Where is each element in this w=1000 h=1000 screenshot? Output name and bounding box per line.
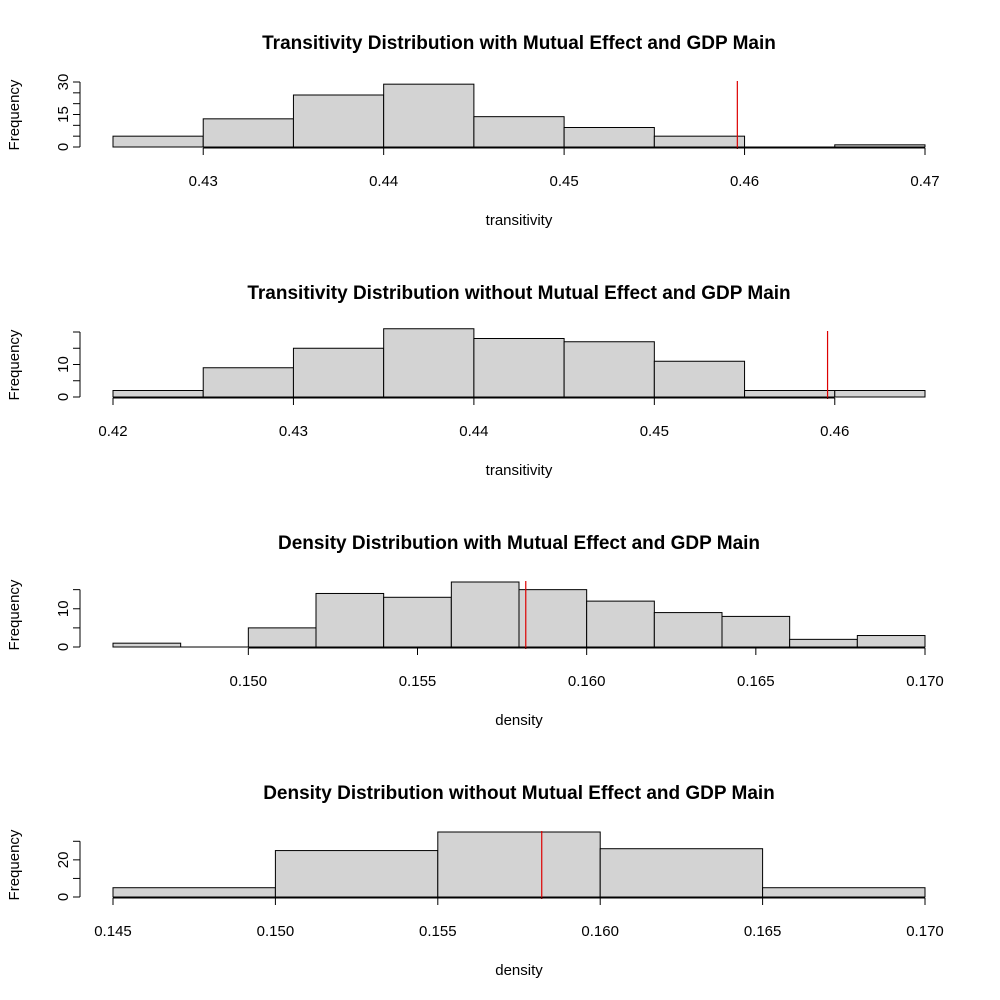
panel-3-x-tick-label-5: 0.170 bbox=[906, 673, 944, 690]
panel-4-bar-5 bbox=[762, 887, 926, 898]
panel-4-y-axis-label: Frequency bbox=[6, 829, 23, 900]
panel-4-x-tick-label-5: 0.165 bbox=[744, 923, 782, 940]
panel-2-x-axis-label: transitivity bbox=[486, 462, 553, 479]
panel-2-bar-4 bbox=[383, 328, 475, 398]
panel-3-bar-3 bbox=[247, 627, 317, 648]
panel-1-bar-3 bbox=[292, 94, 385, 148]
panel-3-x-tick-label-4: 0.165 bbox=[737, 673, 775, 690]
panel-2-y-tick-label-2: 10 bbox=[55, 356, 72, 373]
panel-3-bar-1 bbox=[112, 642, 182, 648]
panel-3-x-axis-label: density bbox=[495, 712, 543, 729]
panel-2-x-tick-label-5: 0.46 bbox=[820, 423, 849, 440]
panel-3-bar-10 bbox=[721, 615, 791, 648]
panel-3-y-tick-label-2: 10 bbox=[55, 600, 72, 617]
panel-1-x-tick-label-2: 0.44 bbox=[369, 173, 398, 190]
panel-2-bar-1 bbox=[112, 390, 204, 398]
panel-2-x-tick-label-1: 0.42 bbox=[98, 423, 127, 440]
panel-3-bar-9 bbox=[653, 612, 723, 648]
panel-1-x-tick-label-4: 0.46 bbox=[730, 173, 759, 190]
panel-3-title: Density Distribution with Mutual Effect … bbox=[278, 533, 760, 554]
panel-3-y-tick-label-1: 0 bbox=[55, 643, 72, 651]
panel-3-bar-6 bbox=[450, 581, 520, 648]
panel-3-x-tick-label-2: 0.155 bbox=[399, 673, 437, 690]
panel-1-bar-4 bbox=[383, 83, 475, 148]
panel-1-bar-2 bbox=[202, 118, 294, 148]
panel-3-bar-4 bbox=[315, 592, 385, 648]
panel-2-title: Transitivity Distribution without Mutual… bbox=[247, 283, 790, 304]
panel-2-y-tick-label-1: 0 bbox=[55, 393, 72, 401]
panel-4-y-tick-label-1: 0 bbox=[55, 893, 72, 901]
panel-3-x-tick-label-3: 0.160 bbox=[568, 673, 606, 690]
panel-3-x-tick-label-1: 0.150 bbox=[230, 673, 268, 690]
panel-4-x-tick-label-6: 0.170 bbox=[906, 923, 944, 940]
panel-3-y-axis-label: Frequency bbox=[6, 579, 23, 650]
panel-2-bar-2 bbox=[202, 367, 294, 398]
panel-1-y-tick-label-3: 30 bbox=[55, 74, 72, 91]
panel-3-bar-11 bbox=[789, 638, 858, 648]
panel-2-x-tick-label-3: 0.44 bbox=[459, 423, 488, 440]
panel-1-x-tick-label-3: 0.45 bbox=[550, 173, 579, 190]
panel-1-bar-6 bbox=[563, 127, 655, 148]
panel-1-y-axis-label: Frequency bbox=[6, 79, 23, 150]
panel-4-title: Density Distribution without Mutual Effe… bbox=[263, 783, 775, 804]
panel-2-bar-3 bbox=[292, 347, 385, 398]
panel-2-bar-8 bbox=[744, 390, 836, 398]
panel-4-bar-4 bbox=[599, 848, 764, 898]
panel-1-y-tick-label-1: 0 bbox=[55, 143, 72, 151]
panel-4-x-tick-label-4: 0.160 bbox=[581, 923, 619, 940]
panel-1-x-tick-label-1: 0.43 bbox=[189, 173, 218, 190]
panel-1-bar-9 bbox=[834, 144, 926, 148]
panel-3-bar-5 bbox=[383, 596, 452, 648]
panel-2-x-tick-label-4: 0.45 bbox=[640, 423, 669, 440]
panel-2-y-axis-label: Frequency bbox=[6, 329, 23, 400]
panel-4-x-tick-label-1: 0.145 bbox=[94, 923, 132, 940]
panel-1-x-axis-label: transitivity bbox=[486, 212, 553, 229]
panel-1-y-tick-label-2: 15 bbox=[55, 106, 72, 123]
panel-4-x-tick-label-2: 0.150 bbox=[257, 923, 295, 940]
panel-3-bar-7 bbox=[518, 589, 588, 648]
panel-3-bar-8 bbox=[586, 600, 655, 648]
panel-2-bar-6 bbox=[563, 341, 655, 398]
panel-4-bar-3 bbox=[437, 831, 601, 898]
panel-1-bar-1 bbox=[112, 135, 204, 148]
panel-4-bar-2 bbox=[274, 850, 439, 898]
panel-2-bar-7 bbox=[653, 360, 746, 398]
panel-1-bar-7 bbox=[653, 135, 746, 148]
panel-1-title: Transitivity Distribution with Mutual Ef… bbox=[262, 33, 776, 54]
panel-4-bar-1 bbox=[112, 887, 276, 898]
panel-3-bar-12 bbox=[856, 635, 926, 648]
panel-2-x-tick-label-2: 0.43 bbox=[279, 423, 308, 440]
panel-4-x-axis-label: density bbox=[495, 962, 543, 979]
panel-1-bar-5 bbox=[473, 116, 565, 148]
panel-2-bar-5 bbox=[473, 338, 565, 398]
panel-4-y-tick-label-2: 20 bbox=[55, 852, 72, 869]
panel-2-bar-9 bbox=[834, 390, 926, 398]
panel-1-x-tick-label-5: 0.47 bbox=[910, 173, 939, 190]
panel-4-x-tick-label-3: 0.155 bbox=[419, 923, 457, 940]
